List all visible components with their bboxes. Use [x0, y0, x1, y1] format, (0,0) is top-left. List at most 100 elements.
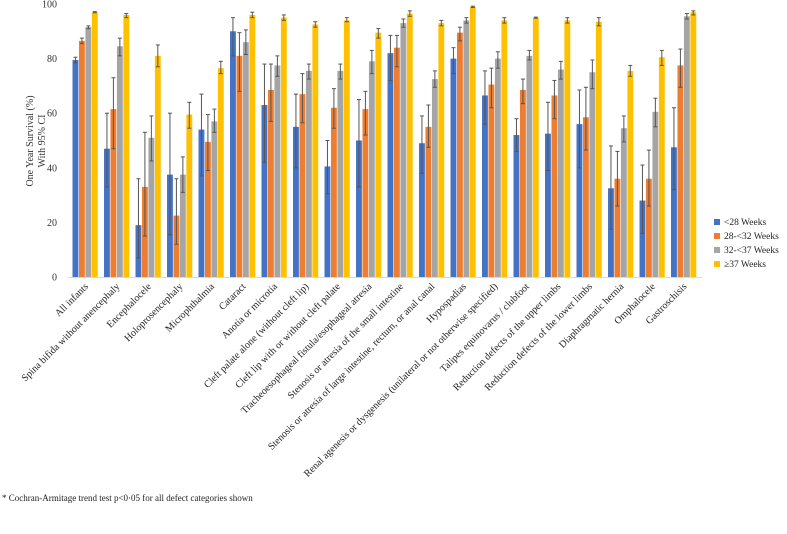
bar: [204, 141, 211, 277]
x-tick-label: Stenosis or atresia of the small intesti…: [286, 281, 407, 402]
bar: [456, 32, 463, 277]
y-tick-label: 60: [47, 109, 57, 120]
x-tick-label: Cataract: [217, 281, 248, 312]
bar: [274, 65, 281, 277]
bar: [513, 135, 520, 277]
bar: [400, 23, 407, 277]
bar: [72, 59, 79, 278]
y-tick-label: 100: [42, 0, 57, 11]
bar: [236, 55, 243, 278]
bar: [110, 109, 117, 277]
bar: [211, 121, 218, 277]
bar: [123, 14, 130, 277]
bar: [324, 166, 331, 277]
bar: [267, 89, 274, 278]
bar: [608, 188, 614, 277]
bar: [526, 55, 533, 278]
bar: [576, 124, 583, 278]
legend-label: ≥37 Weeks: [724, 260, 766, 270]
bar: [532, 17, 539, 278]
bar: [469, 6, 476, 277]
bar: [494, 58, 501, 277]
bar: [438, 23, 445, 277]
bar: [450, 58, 457, 277]
bar: [173, 215, 180, 277]
bar: [85, 27, 92, 277]
bar: [582, 117, 589, 277]
y-tick-label: 20: [47, 218, 57, 229]
y-tick-label: 40: [47, 163, 57, 174]
bar: [186, 114, 193, 277]
bar: [419, 143, 425, 277]
bar: [198, 129, 205, 277]
legend-label: 32-<37 Weeks: [724, 246, 779, 256]
y-axis: 0 20 40 60 80 100: [42, 0, 57, 284]
bar: [104, 148, 110, 277]
legend-swatch: [714, 233, 720, 239]
bar: [652, 111, 659, 278]
bar: [488, 84, 495, 277]
bar: [627, 70, 634, 277]
bar: [312, 24, 319, 277]
bar: [356, 140, 362, 277]
legend-swatch: [714, 219, 720, 225]
bars: [72, 5, 697, 278]
bar: [116, 46, 123, 277]
bar: [545, 133, 551, 277]
bar: [299, 94, 306, 277]
bar: [614, 178, 621, 277]
x-tick-label: Anotia or microtia: [220, 281, 280, 341]
bar: [595, 21, 602, 278]
legend-swatch: [714, 261, 720, 267]
bar: [330, 107, 337, 278]
bar: [519, 89, 526, 278]
y-axis-label-line2: With 95% CI: [37, 115, 48, 168]
y-tick-label: 80: [47, 54, 57, 65]
bar: [658, 57, 665, 277]
bar: [677, 65, 684, 277]
bar: [249, 14, 256, 277]
bar: [293, 126, 299, 277]
bar: [551, 95, 558, 277]
bar: [343, 20, 350, 277]
legend-swatch: [714, 247, 720, 253]
y-axis-label-line1: One Year Survival (%): [25, 95, 36, 186]
bar: [78, 40, 85, 278]
bar: [362, 109, 369, 277]
bar: [425, 126, 432, 277]
bar: [683, 16, 690, 277]
bar: [242, 42, 249, 277]
bar: [148, 137, 155, 277]
bar: [375, 32, 382, 277]
bar: [368, 61, 375, 277]
bar: [217, 68, 224, 277]
legend: <28 Weeks 28-<32 Weeks 32-<37 Weeks ≥37 Wee…: [714, 218, 779, 270]
bar: [393, 47, 400, 278]
bar: [387, 53, 394, 277]
bar: [501, 20, 508, 277]
bar: [280, 17, 287, 278]
bar: [620, 128, 627, 277]
footnote: * Cochran-Armitage trend test p<0·05 for…: [2, 493, 253, 503]
bar: [639, 200, 646, 277]
bar: [690, 12, 697, 277]
bar: [645, 178, 652, 277]
bar: [557, 69, 564, 278]
bar: [305, 70, 312, 277]
bar: [406, 13, 413, 278]
x-tick-label: Holoprosencephaly: [123, 281, 186, 344]
bar: [482, 95, 488, 277]
bar: [564, 20, 571, 277]
bar: [431, 79, 438, 277]
legend-label: 28-<32 Weeks: [724, 232, 779, 242]
y-tick-label: 0: [52, 273, 57, 284]
bar: [154, 55, 161, 278]
legend-label: <28 Weeks: [724, 218, 766, 228]
bar: [91, 12, 98, 277]
bar: [261, 105, 268, 277]
bar: [337, 70, 344, 277]
bar: [230, 31, 236, 277]
bar: [589, 72, 596, 277]
